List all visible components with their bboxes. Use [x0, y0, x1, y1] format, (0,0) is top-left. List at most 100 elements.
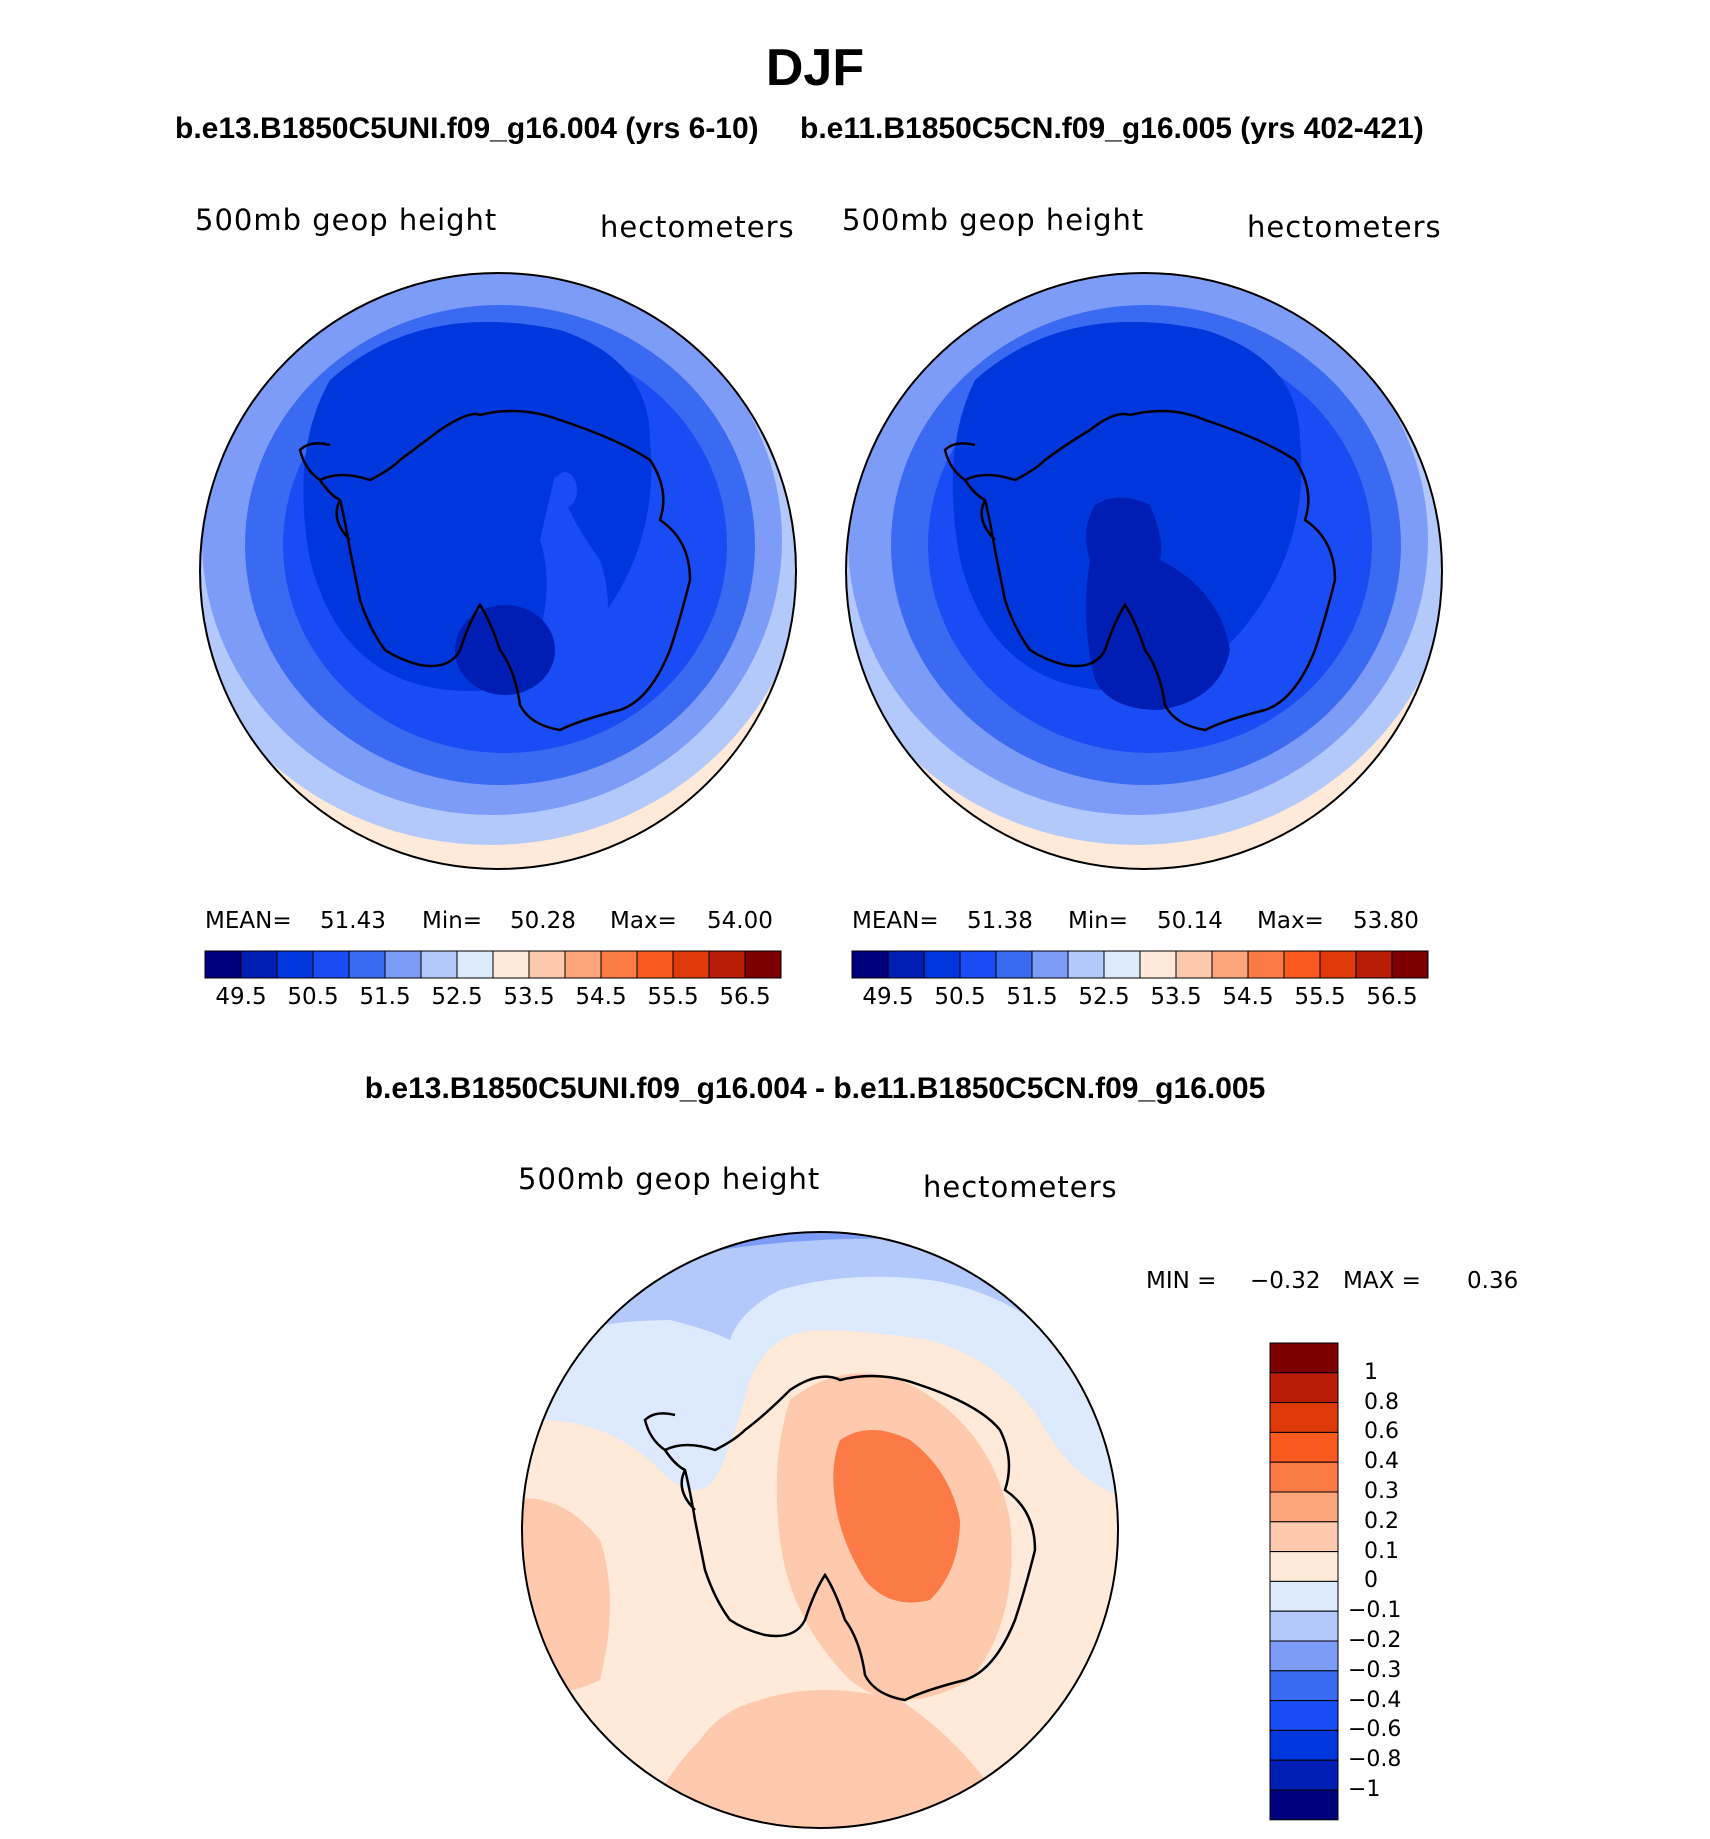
panel-1-colorbar-tick-label: 55.5	[647, 984, 699, 1010]
panel-2-mean-value: 51.38	[967, 908, 1033, 934]
difference-colorbar-swatch-8	[1269, 1580, 1339, 1612]
panel-2-colorbar-swatch-4	[995, 950, 1033, 979]
panel-1-colorbar-swatch-8	[492, 950, 530, 979]
panel-2-colorbar-tick-label: 56.5	[1366, 984, 1418, 1010]
main-title: DJF	[765, 39, 865, 97]
panel-2-colorbar-swatch-15	[1391, 950, 1429, 979]
difference-colorbar-tick-label: 0.2	[1364, 1508, 1399, 1534]
panel-2-colorbar-swatch-10	[1211, 950, 1249, 979]
panel-2-colorbar-tick-label: 52.5	[1078, 984, 1130, 1010]
p2-band-50-5	[1086, 497, 1230, 710]
panel-1-colorbar-swatch-1	[240, 950, 278, 979]
panel-2-variable-label: 500mb geop height	[842, 203, 1145, 237]
difference-colorbar-tick-label: −1	[1348, 1777, 1381, 1802]
panel-2-colorbar-swatch-0	[851, 950, 889, 979]
panel-1-coastline	[298, 409, 692, 732]
panel-2-colorbar-tick-label: 49.5	[862, 984, 914, 1010]
difference-colorbar-tick-label: −0.3	[1348, 1657, 1402, 1683]
panel-1-colorbar-swatch-13	[672, 950, 710, 979]
difference-colorbar-tick-label: 0.6	[1364, 1419, 1399, 1445]
panel-1-max-label: Max=	[610, 908, 677, 934]
difference-coastline	[643, 1374, 1037, 1702]
difference-colorbar-tick-label: 0	[1364, 1568, 1378, 1594]
panel-1-colorbar-swatch-2	[276, 950, 314, 979]
panel-1-max-value: 54.00	[707, 908, 773, 934]
panel-2-colorbar-swatch-11	[1247, 950, 1285, 979]
p1-band-51-5-spot	[553, 472, 577, 508]
d-band-0-3	[833, 1430, 960, 1603]
panel-1-colorbar-swatch-5	[384, 950, 422, 979]
panel-2-colorbar-swatch-6	[1067, 950, 1105, 979]
difference-colorbar	[1269, 1342, 1339, 1821]
difference-colorbar-swatch-12	[1269, 1700, 1339, 1731]
panel-2-max-value: 53.80	[1353, 908, 1419, 934]
panel-2-colorbar-swatch-13	[1319, 950, 1357, 979]
panel-1-colorbar-tick-label: 50.5	[287, 984, 339, 1010]
difference-colorbar-swatch-7	[1269, 1551, 1339, 1582]
panel-2-colorbar-tick-label: 55.5	[1294, 984, 1346, 1010]
panel-1-min-label: Min=	[422, 908, 483, 934]
panel-2-colorbar-swatch-14	[1355, 950, 1393, 979]
panel-2-colorbar-swatch-5	[1031, 950, 1069, 979]
difference-colorbar-swatch-2	[1269, 1402, 1339, 1433]
difference-max-label: MAX =	[1343, 1268, 1421, 1294]
difference-colorbar-tick-label: 0.8	[1364, 1389, 1399, 1415]
panel-2-colorbar-swatch-7	[1103, 950, 1141, 979]
difference-colorbar-swatch-0	[1269, 1342, 1339, 1374]
panel-1-colorbar-tick-label: 53.5	[503, 984, 555, 1010]
difference-title: b.e13.B1850C5UNI.f09_g16.004 - b.e11.B18…	[364, 1072, 1266, 1105]
difference-colorbar-swatch-5	[1269, 1491, 1339, 1523]
difference-colorbar-tick-label: 0.1	[1364, 1538, 1399, 1564]
difference-min-label: MIN =	[1146, 1268, 1217, 1294]
d-band-neg-0-2	[522, 1232, 1118, 1420]
panel-2-map-border	[845, 272, 1443, 870]
panel-1-case-title: b.e13.B1850C5UNI.f09_g16.004 (yrs 6-10)	[175, 112, 759, 145]
difference-colorbar-tick-label: −0.2	[1348, 1628, 1402, 1653]
panel-1-colorbar-swatch-9	[528, 950, 566, 979]
panel-2-units-label: hectometers	[1247, 210, 1442, 244]
panel-2-min-label: Min=	[1068, 908, 1129, 934]
difference-colorbar-tick-label: −0.4	[1348, 1687, 1402, 1713]
panel-1-colorbar-tick-label: 56.5	[719, 984, 771, 1010]
panel-2-map	[846, 273, 1442, 869]
panel-1-colorbar-tick-label: 51.5	[359, 984, 411, 1010]
panel-1-mean-value: 51.43	[320, 908, 386, 934]
d-band-0-2-south	[640, 1690, 1000, 1828]
panel-1-min-value: 50.28	[510, 908, 576, 934]
difference-colorbar-swatch-4	[1269, 1461, 1339, 1493]
panel-2-case-title: b.e11.B1850C5CN.f09_g16.005 (yrs 402-421…	[800, 112, 1424, 145]
difference-colorbar-swatch-3	[1269, 1431, 1339, 1463]
panel-1-colorbar-swatch-12	[636, 950, 674, 979]
difference-colorbar-swatch-11	[1269, 1670, 1339, 1702]
panel-2-mean-label: MEAN=	[852, 908, 939, 934]
panel-1-colorbar-tick-label: 52.5	[431, 984, 483, 1010]
panel-2-colorbar-swatch-9	[1175, 950, 1213, 979]
panel-1-colorbar-swatch-7	[456, 950, 494, 979]
panel-2-colorbar-tick-label: 54.5	[1222, 984, 1274, 1010]
difference-variable-label: 500mb geop height	[518, 1162, 821, 1196]
panel-1-colorbar-swatch-14	[708, 950, 746, 979]
panel-1-mean-label: MEAN=	[205, 908, 292, 934]
difference-colorbar-tick-label: −0.8	[1348, 1747, 1402, 1773]
panel-2-min-value: 50.14	[1157, 908, 1223, 934]
difference-colorbar-tick-label: 0.3	[1364, 1479, 1399, 1504]
panel-2-colorbar-tick-label: 50.5	[934, 984, 986, 1010]
panel-1-colorbar-swatch-0	[204, 950, 242, 979]
panel-2-colorbar	[851, 950, 1429, 979]
panel-1-map	[200, 273, 796, 869]
panel-2-colorbar-swatch-2	[923, 950, 961, 979]
difference-colorbar-swatch-15	[1269, 1789, 1339, 1821]
panel-1-colorbar-swatch-3	[312, 950, 350, 979]
panel-1-variable-label: 500mb geop height	[195, 203, 498, 237]
panel-2-colorbar-swatch-12	[1283, 950, 1321, 979]
difference-map-border	[521, 1231, 1119, 1829]
panel-1-map-border	[199, 272, 797, 870]
difference-colorbar-tick-label: −0.6	[1348, 1717, 1402, 1743]
difference-colorbar-tick-label: −0.1	[1348, 1598, 1402, 1624]
panel-1-colorbar-swatch-15	[744, 950, 782, 979]
difference-colorbar-tick-label: 0.4	[1364, 1449, 1399, 1475]
panel-1-colorbar	[204, 950, 782, 979]
panel-2-colorbar-swatch-3	[959, 950, 997, 979]
panel-2-coastline	[943, 409, 1337, 732]
